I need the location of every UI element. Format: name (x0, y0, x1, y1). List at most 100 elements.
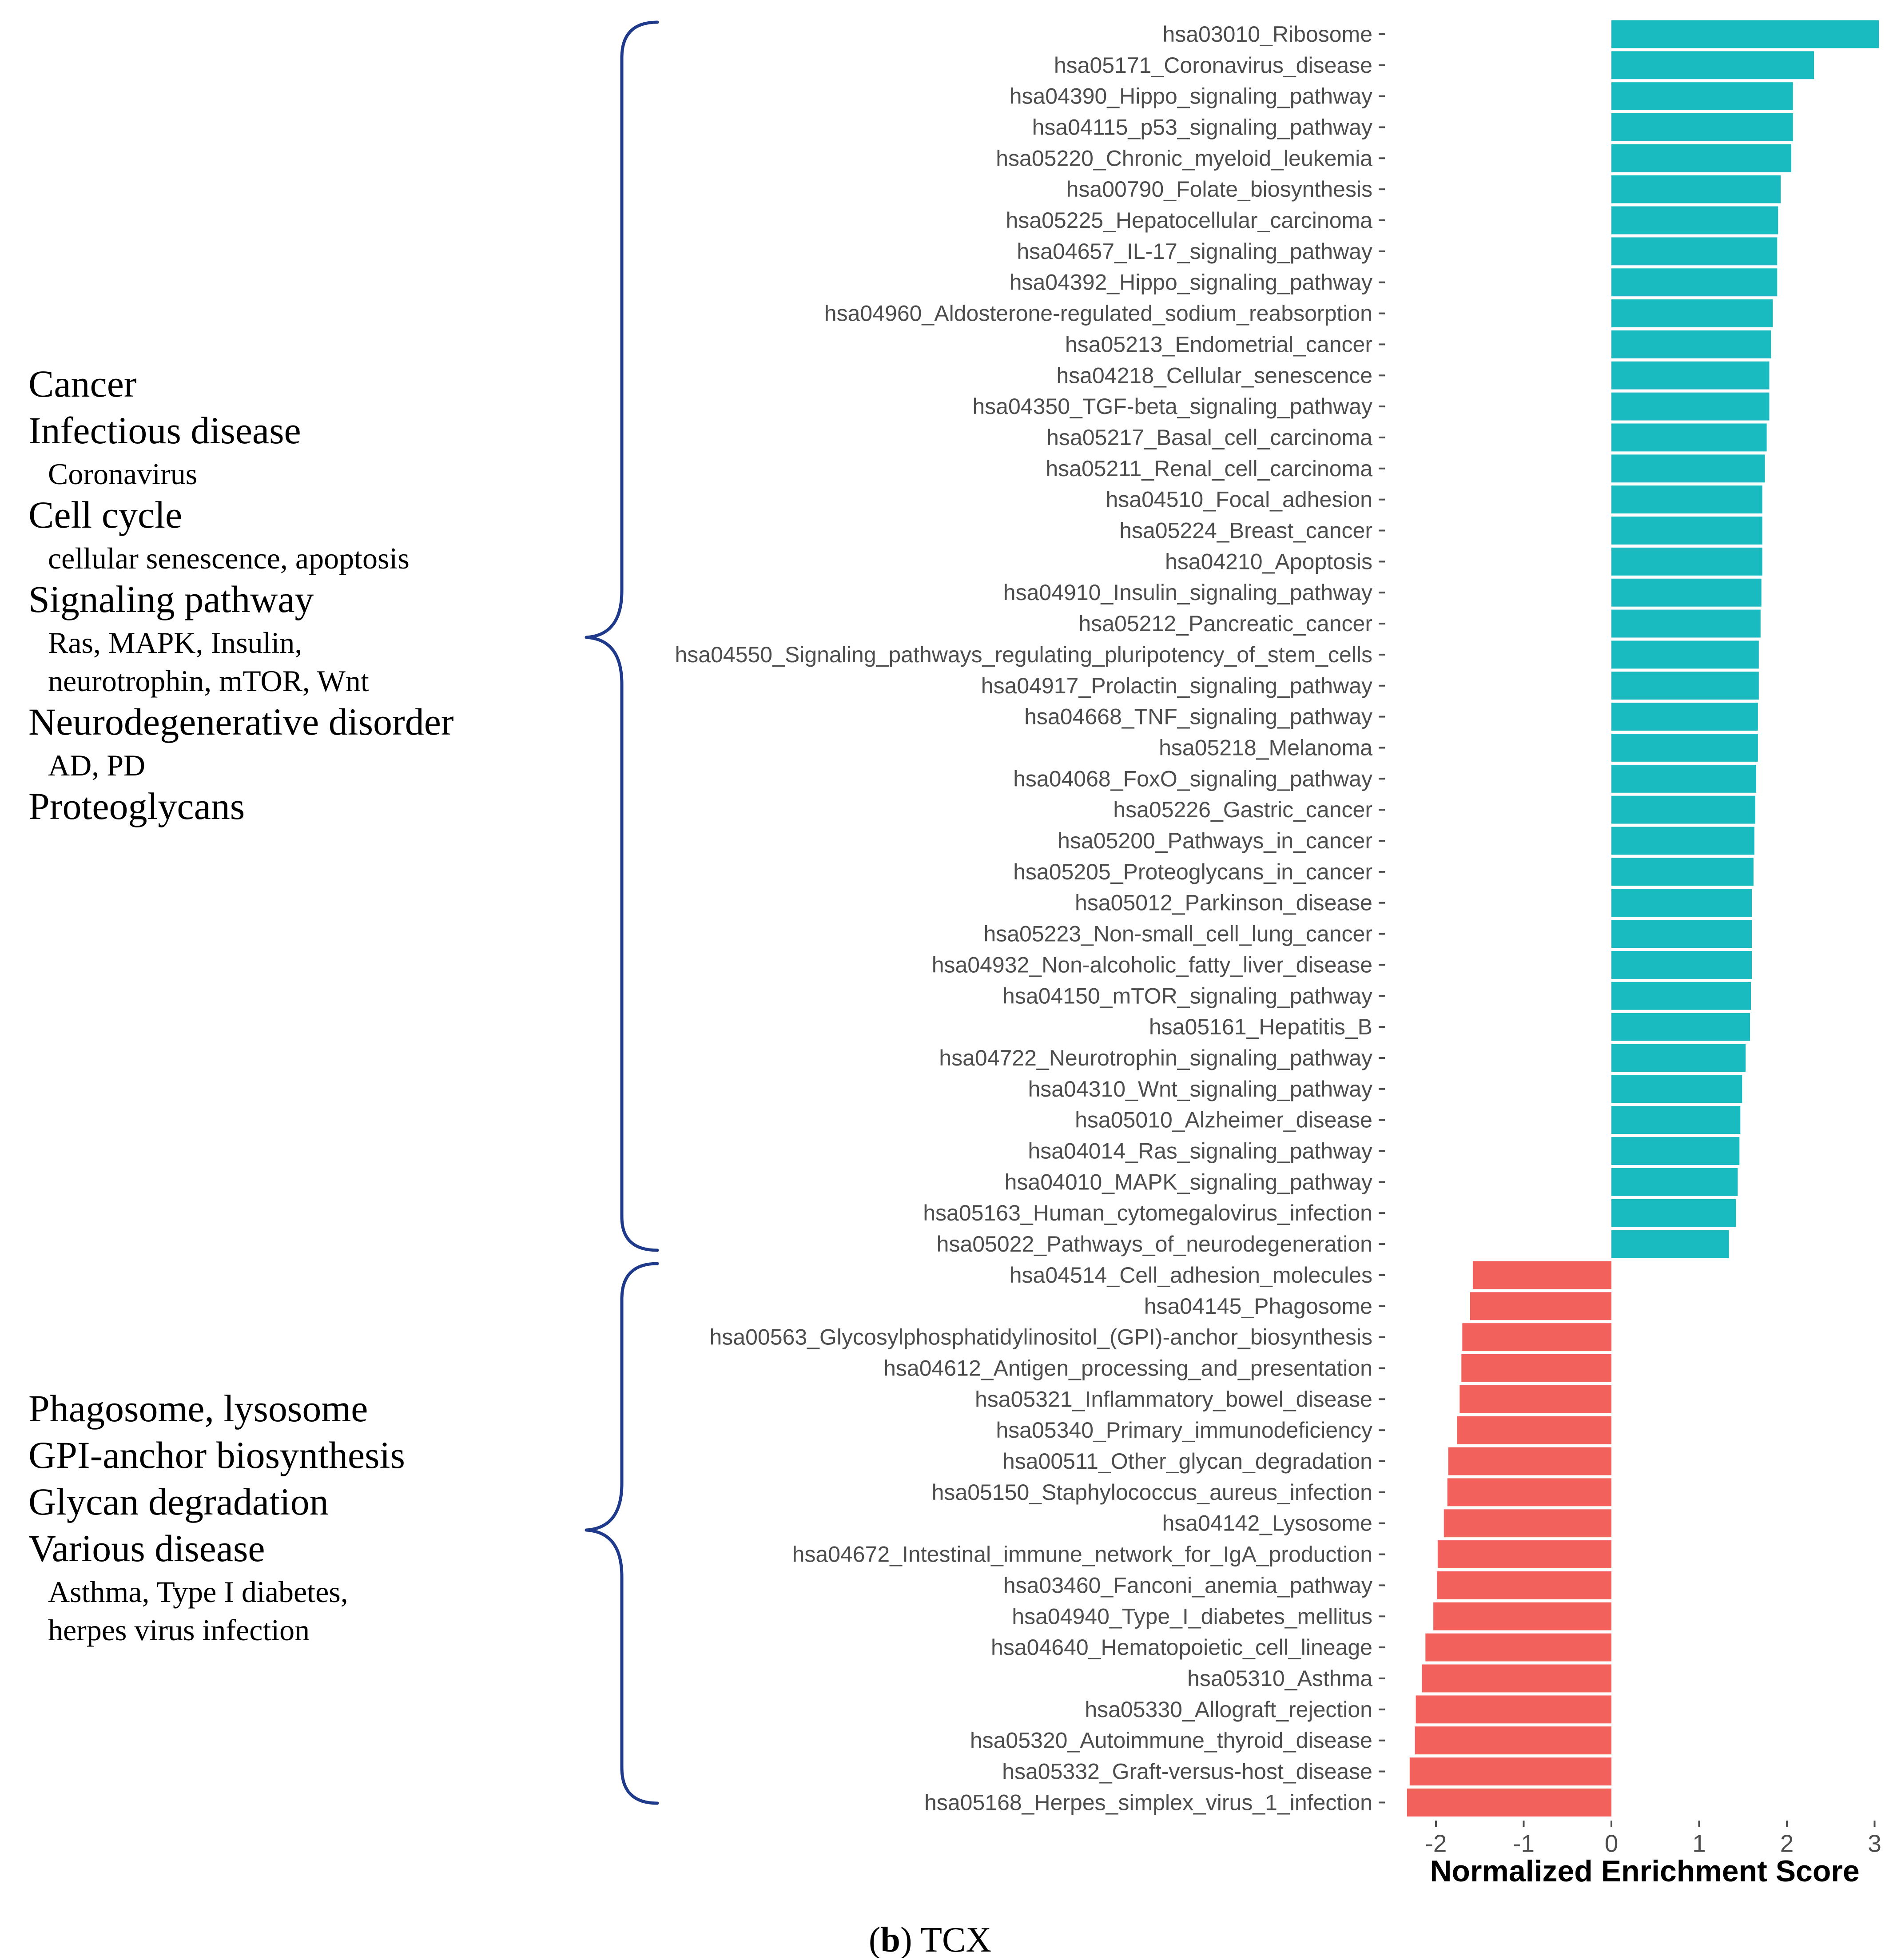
y-label-hsa04722: hsa04722_Neurotrophin_signaling_pathway (939, 1046, 1372, 1070)
bar-hsa04932 (1611, 951, 1752, 979)
y-label-hsa04068: hsa04068_FoxO_signaling_pathway (1013, 766, 1372, 791)
bar-hsa05225 (1611, 206, 1778, 235)
y-label-hsa03460: hsa03460_Fanconi_anemia_pathway (1003, 1573, 1372, 1598)
bar-hsa05310 (1422, 1664, 1611, 1693)
bar-hsa03460 (1437, 1571, 1611, 1599)
y-label-hsa04917: hsa04917_Prolactin_signaling_pathway (981, 673, 1372, 698)
annotation-heading: Signaling pathway (28, 578, 314, 620)
y-label-hsa05168: hsa05168_Herpes_simplex_virus_1_infectio… (924, 1790, 1372, 1815)
annotation-subtext: Asthma, Type I diabetes, (48, 1575, 348, 1609)
bar-hsa04145 (1470, 1292, 1611, 1320)
bar-hsa04960 (1611, 299, 1773, 327)
annotation-subtext: Coronavirus (48, 457, 197, 491)
bar-hsa04210 (1611, 547, 1762, 576)
caption-letter: b (880, 1920, 900, 1958)
bar-hsa04392 (1611, 268, 1778, 297)
x-tick-label: 0 (1605, 1829, 1619, 1857)
y-label-hsa05224: hsa05224_Breast_cancer (1119, 518, 1372, 543)
y-label-hsa04145: hsa04145_Phagosome (1144, 1294, 1372, 1319)
bar-hsa04150 (1611, 982, 1751, 1010)
y-label-hsa05200: hsa05200_Pathways_in_cancer (1058, 828, 1372, 853)
y-label-hsa05211: hsa05211_Renal_cell_carcinoma (1046, 456, 1372, 481)
y-label-hsa04210: hsa04210_Apoptosis (1165, 549, 1372, 574)
y-label-hsa04350: hsa04350_TGF-beta_signaling_pathway (972, 394, 1372, 419)
y-label-hsa05226: hsa05226_Gastric_cancer (1113, 797, 1372, 822)
annotation-heading: Neurodegenerative disorder (28, 700, 454, 743)
y-label-hsa05225: hsa05225_Hepatocellular_carcinoma (1006, 208, 1372, 233)
y-label-hsa05340: hsa05340_Primary_immunodeficiency (996, 1418, 1372, 1443)
y-label-hsa03010: hsa03010_Ribosome (1162, 22, 1372, 47)
bar-hsa04218 (1611, 361, 1770, 390)
annotation-subtext: cellular senescence, apoptosis (48, 541, 410, 575)
y-label-hsa04010: hsa04010_MAPK_signaling_pathway (1005, 1169, 1372, 1194)
annotation-heading: Cell cycle (28, 493, 182, 536)
bar-hsa00790 (1611, 175, 1781, 203)
annotation-heading: Infectious disease (28, 409, 301, 452)
bar-hsa05223 (1611, 920, 1752, 948)
bar-hsa04612 (1461, 1354, 1611, 1382)
bar-hsa05211 (1611, 454, 1765, 483)
y-label-hsa05010: hsa05010_Alzheimer_disease (1075, 1108, 1372, 1133)
bar-hsa05168 (1407, 1788, 1611, 1817)
bar-hsa05163 (1611, 1199, 1736, 1227)
bar-hsa03010 (1611, 20, 1879, 48)
annotation-heading: Phagosome, lysosome (28, 1387, 368, 1430)
y-label-hsa05223: hsa05223_Non-small_cell_lung_cancer (983, 922, 1372, 946)
y-label-hsa04960: hsa04960_Aldosterone-regulated_sodium_re… (824, 301, 1372, 326)
bar-hsa05320 (1415, 1726, 1611, 1755)
x-tick-label: -1 (1513, 1829, 1535, 1857)
caption-open: ( (869, 1920, 881, 1958)
y-axis-labels: hsa03010_Ribosome hsa05171_Coronavirus_di… (675, 22, 1372, 1815)
y-label-hsa05205: hsa05205_Proteoglycans_in_cancer (1013, 859, 1372, 884)
y-label-hsa04390: hsa04390_Hippo_signaling_pathway (1010, 84, 1372, 109)
x-tick-label: -2 (1425, 1829, 1447, 1857)
x-axis-title: Normalized Enrichment Score (1430, 1854, 1859, 1888)
y-label-hsa05212: hsa05212_Pancreatic_cancer (1078, 611, 1372, 636)
bar-hsa05012 (1611, 889, 1752, 917)
y-label-hsa05220: hsa05220_Chronic_myeloid_leukemia (996, 146, 1372, 171)
y-label-hsa04218: hsa04218_Cellular_senescence (1056, 363, 1372, 388)
bar-hsa04510 (1611, 485, 1762, 514)
bar-hsa05212 (1611, 609, 1761, 638)
y-label-hsa05332: hsa05332_Graft-versus-host_disease (1002, 1759, 1372, 1784)
bar-hsa05150 (1447, 1478, 1611, 1507)
bars-group (1407, 20, 1879, 1817)
y-label-hsa05150: hsa05150_Staphylococcus_aureus_infection (932, 1480, 1372, 1505)
annotation-heading: Cancer (28, 362, 137, 405)
x-axis: -2 -1 0 1 2 3 (1425, 1821, 1881, 1857)
annotation-heading: Various disease (28, 1527, 265, 1570)
y-label-hsa05321: hsa05321_Inflammatory_bowel_disease (975, 1387, 1372, 1411)
y-label-hsa05213: hsa05213_Endometrial_cancer (1065, 332, 1372, 357)
bar-hsa04722 (1611, 1044, 1746, 1072)
bar-hsa05010 (1611, 1106, 1741, 1134)
y-label-hsa04510: hsa04510_Focal_adhesion (1106, 487, 1373, 512)
y-label-hsa04640: hsa04640_Hematopoietic_cell_lineage (991, 1635, 1372, 1660)
bar-hsa05220 (1611, 144, 1791, 172)
y-label-hsa05163: hsa05163_Human_cytomegalovirus_infection (923, 1201, 1372, 1225)
bar-hsa05224 (1611, 517, 1762, 545)
y-label-hsa04672: hsa04672_Intestinal_immune_network_for_I… (792, 1542, 1372, 1567)
bar-hsa05340 (1457, 1416, 1611, 1444)
bar-hsa04640 (1425, 1633, 1611, 1662)
bar-hsa04142 (1444, 1509, 1611, 1538)
bar-hsa04514 (1472, 1261, 1611, 1289)
bar-hsa04550 (1611, 640, 1759, 669)
y-label-hsa04910: hsa04910_Insulin_signaling_pathway (1003, 580, 1372, 605)
y-label-hsa00790: hsa00790_Folate_biosynthesis (1066, 177, 1372, 202)
y-axis-tick-marks (1379, 33, 1385, 1804)
bar-hsa04910 (1611, 578, 1762, 607)
bar-hsa04115 (1611, 113, 1793, 141)
annotation-heading: Glycan degradation (28, 1480, 329, 1523)
bar-hsa00563 (1462, 1323, 1612, 1352)
bar-hsa04917 (1611, 672, 1759, 700)
y-label-hsa04657: hsa04657_IL-17_signaling_pathway (1017, 239, 1372, 264)
y-label-hsa04550: hsa04550_Signaling_pathways_regulating_p… (675, 642, 1372, 667)
bar-hsa04014 (1611, 1137, 1740, 1165)
bar-hsa04390 (1611, 82, 1793, 111)
y-label-hsa04150: hsa04150_mTOR_signaling_pathway (1002, 983, 1372, 1008)
bar-hsa05161 (1611, 1013, 1750, 1041)
bar-hsa04668 (1611, 703, 1758, 731)
bar-hsa05218 (1611, 734, 1758, 762)
